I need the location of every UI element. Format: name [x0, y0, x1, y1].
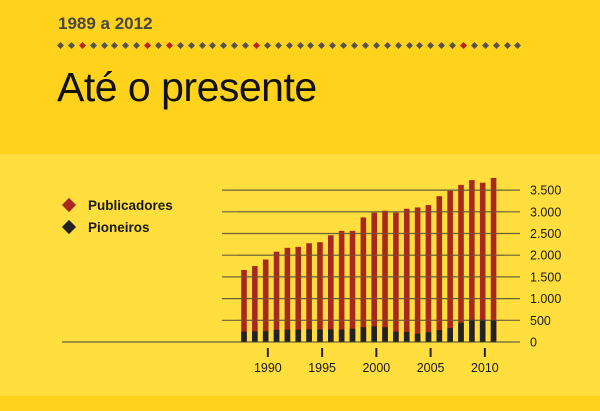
bar-publishers: [338, 230, 345, 342]
bar-pioneers: [349, 328, 356, 342]
bar-pioneers: [447, 328, 453, 342]
bar-publishers: [414, 207, 421, 342]
bar-pioneers: [403, 332, 410, 342]
bar-publishers: [349, 230, 356, 342]
bar-publishers: [317, 242, 323, 342]
bar-pioneers: [273, 329, 280, 342]
bar-publishers: [479, 182, 486, 342]
y-tick-label: 1.000: [530, 292, 561, 306]
bar-pioneers: [479, 319, 486, 342]
date-range-subtitle: 1989 a 2012: [58, 14, 153, 33]
bar-pioneers: [458, 322, 464, 342]
bar-pioneers: [414, 333, 421, 342]
x-tick-label: 1995: [308, 361, 336, 375]
x-tick-label: 2010: [471, 361, 499, 375]
bar-publishers: [447, 190, 453, 342]
bar-pioneers: [252, 331, 258, 342]
bar-publishers: [262, 259, 269, 342]
bar-pioneers: [382, 327, 388, 342]
bar-pioneers: [490, 320, 497, 342]
bar-publishers: [382, 210, 388, 342]
y-tick-label: 500: [530, 314, 551, 328]
x-tick-label: 2000: [362, 361, 390, 375]
legend-item-publishers: Publicadores: [61, 194, 173, 216]
bar-pioneers: [317, 329, 323, 342]
bar-pioneers: [328, 329, 334, 342]
bar-publishers: [273, 251, 280, 342]
bar-pioneers: [371, 326, 377, 342]
y-tick-label: 1.500: [530, 270, 561, 284]
bar-publishers: [436, 196, 443, 342]
bar-publishers: [252, 266, 258, 342]
bar-publishers: [490, 177, 497, 342]
bar-publishers: [306, 243, 312, 342]
bar-pioneers: [262, 331, 269, 342]
legend-label: Pioneiros: [88, 219, 150, 235]
x-tick-label: 1990: [254, 361, 282, 375]
header-band: [0, 0, 600, 154]
bar-publishers: [469, 180, 475, 342]
bar-publishers: [425, 205, 432, 342]
bar-publishers: [295, 246, 302, 342]
chart-legend: Publicadores Pioneiros: [61, 194, 173, 238]
bar-pioneers: [393, 331, 399, 342]
bar-pioneers: [295, 329, 302, 342]
legend-label: Publicadores: [88, 197, 173, 213]
y-tick-label: 2.000: [530, 249, 561, 263]
legend-item-pioneers: Pioneiros: [61, 216, 173, 238]
bar-publishers: [241, 269, 247, 342]
page-title: Até o presente: [57, 64, 317, 110]
bar-pioneers: [338, 329, 345, 342]
y-tick-label: 0: [530, 336, 537, 350]
bar-publishers: [360, 217, 367, 342]
bar-pioneers: [284, 329, 291, 342]
y-tick-label: 3.000: [530, 205, 561, 219]
x-tick-label: 2005: [417, 361, 445, 375]
bar-pioneers: [241, 331, 247, 342]
bar-publishers: [328, 235, 334, 342]
bar-pioneers: [469, 319, 475, 342]
bar-publishers: [403, 208, 410, 342]
bar-publishers: [284, 247, 291, 342]
y-tick-label: 3.500: [530, 184, 561, 198]
footer-band: [0, 396, 600, 411]
bar-pioneers: [306, 329, 312, 342]
bar-publishers: [458, 184, 464, 342]
y-tick-label: 2.500: [530, 227, 561, 241]
bar-pioneers: [436, 330, 443, 342]
bar-pioneers: [360, 327, 367, 342]
bar-pioneers: [425, 332, 432, 342]
